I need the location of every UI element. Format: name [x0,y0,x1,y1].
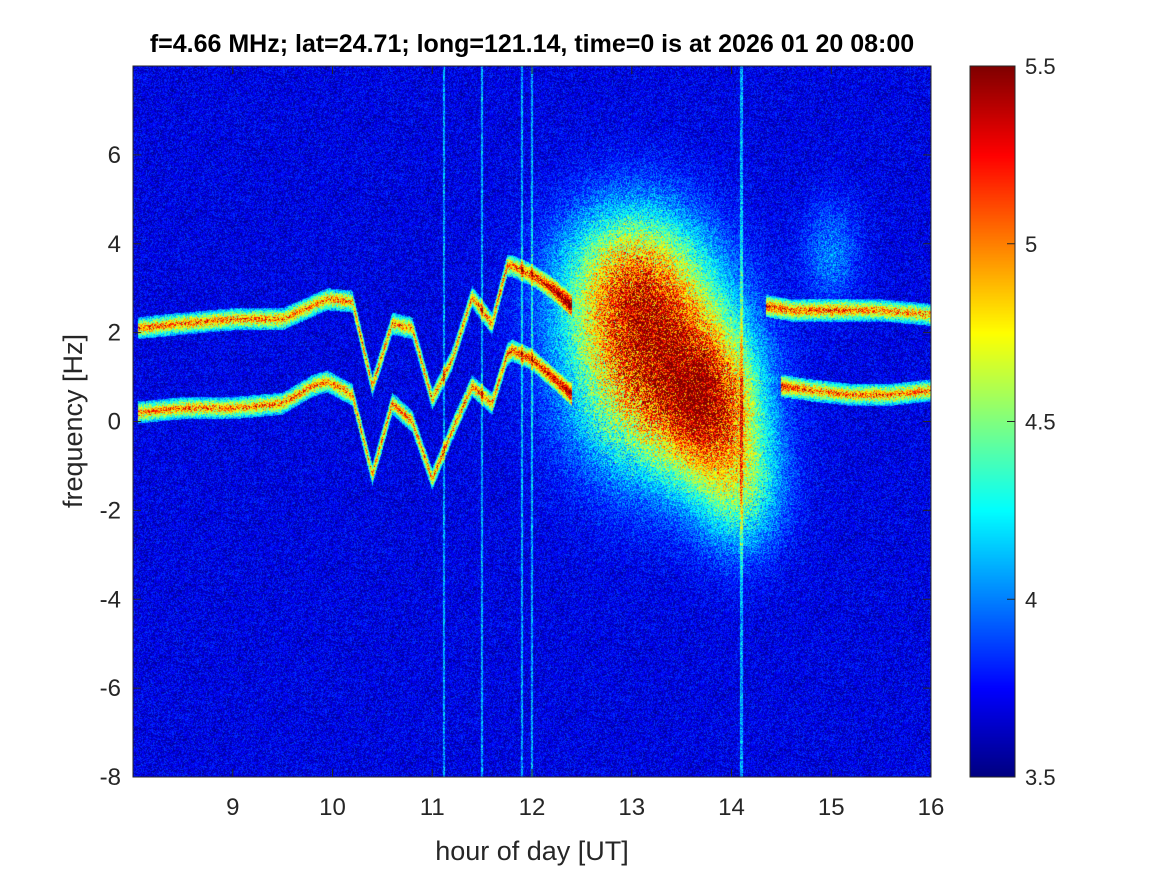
y-axis-label: frequency [Hz] [58,334,88,508]
y-tick-label: -2 [100,497,121,524]
y-tick-label: 0 [108,409,121,436]
y-tick-label: -4 [100,586,121,613]
colorbar-tick-label: 5 [1025,232,1037,257]
x-tick-label: 12 [519,794,546,821]
spectrogram-image [133,66,931,777]
x-axis-label: hour of day [UT] [435,836,629,866]
y-tick-label: -8 [100,764,121,791]
x-tick-label: 14 [718,794,745,821]
y-tick-label: -6 [100,675,121,702]
colorbar-tick-label: 4.5 [1025,410,1056,435]
y-tick-label: 4 [108,231,121,258]
colorbar: 3.5 4 4.5 5 5.5 [969,54,1056,790]
x-tick-label: 11 [420,794,445,821]
x-tick-label: 9 [226,794,239,821]
y-tick-label: 6 [108,142,121,169]
x-axis: 9 10 11 12 13 14 15 16 [226,66,944,821]
colorbar-tick-label: 4 [1025,587,1037,612]
spectrogram-plot [132,65,932,778]
y-tick-label: 2 [108,320,121,347]
x-tick-label: 15 [818,794,845,821]
colorbar-tick-label: 5.5 [1025,54,1056,79]
x-tick-label: 10 [319,794,346,821]
y-axis: -8 -6 -4 -2 0 2 4 6 [100,142,931,791]
x-tick-label: 16 [918,794,945,821]
chart-title: f=4.66 MHz; lat=24.71; long=121.14, time… [150,30,914,58]
colorbar-tick-label: 3.5 [1025,765,1056,790]
colorbar-ticks: 3.5 4 4.5 5 5.5 [1007,54,1056,790]
x-tick-label: 13 [618,794,645,821]
